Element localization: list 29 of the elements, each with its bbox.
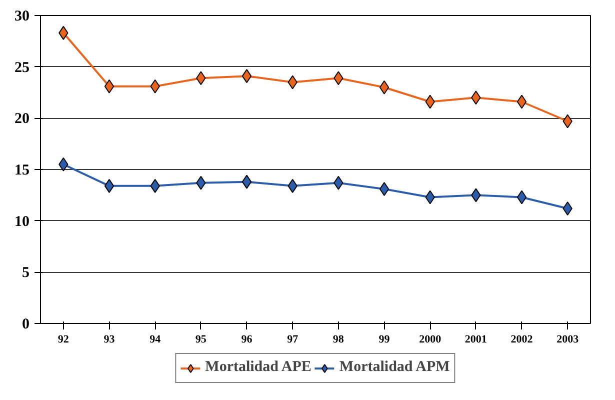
y-tick-label: 10: [14, 214, 30, 230]
x-tick-label: 96: [241, 334, 253, 346]
legend-label: Mortalidad APM: [339, 359, 450, 376]
point: [242, 69, 252, 84]
y-tick-label: 30: [14, 8, 30, 24]
x-tick-label: 94: [150, 334, 162, 346]
y-tick-label: 20: [14, 111, 30, 128]
x-tick-label: 2000: [419, 334, 442, 346]
point: [104, 178, 114, 193]
x-tick-label: 97: [287, 334, 299, 346]
point: [242, 174, 252, 189]
point: [104, 79, 114, 94]
point: [379, 80, 390, 94]
x-tick-label: 98: [332, 334, 344, 346]
point: [379, 182, 390, 196]
x-tick-label: 95: [195, 334, 207, 346]
point: [516, 190, 527, 204]
x-tick-label: 2003: [556, 334, 580, 346]
legend-label: Mortalidad APE: [205, 359, 312, 376]
x-tick-label: 2002: [510, 334, 534, 346]
x-tick-label: 92: [58, 334, 70, 346]
x-tick-label: 2001: [464, 334, 487, 346]
x-tick-label: 99: [378, 334, 390, 346]
y-tick-label: 0: [22, 316, 30, 332]
x-tick-label: 93: [104, 334, 116, 346]
y-tick-label: 25: [14, 60, 30, 76]
y-tick-label: 5: [22, 265, 30, 282]
y-tick-label: 15: [14, 162, 30, 178]
point: [516, 94, 527, 109]
